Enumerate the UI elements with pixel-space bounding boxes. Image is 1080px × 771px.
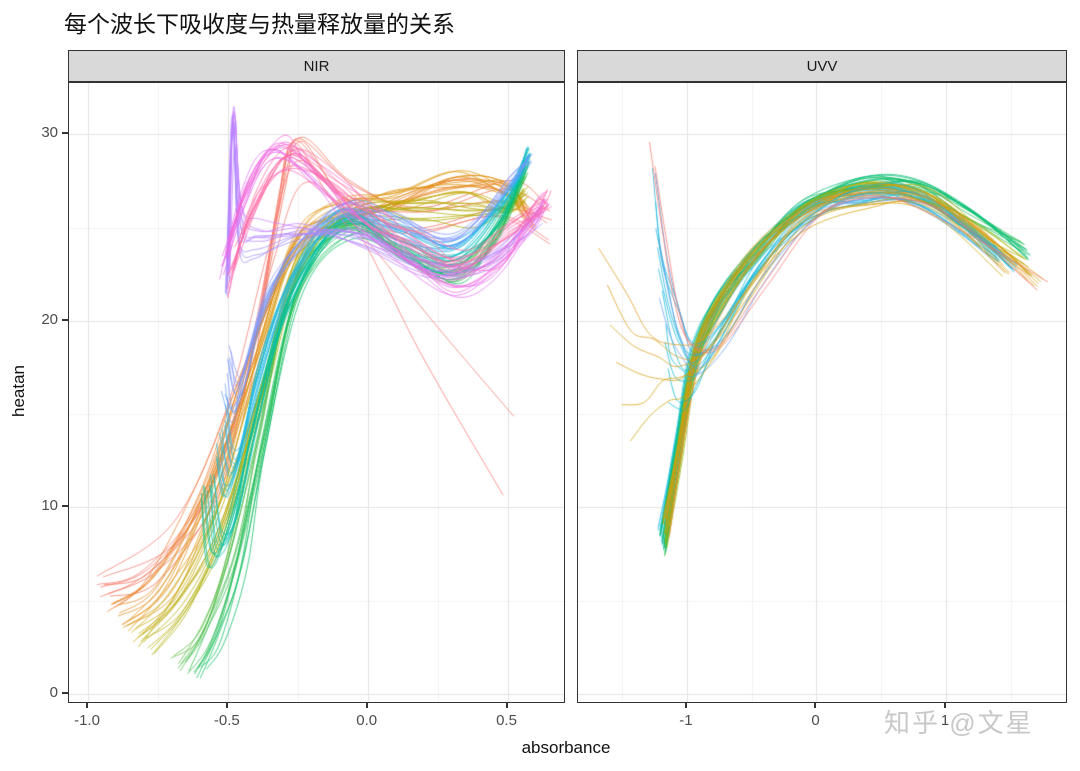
y-tick-mark [62, 318, 68, 321]
y-tick-label: 20 [41, 310, 58, 328]
x-tick-label: 0.0 [356, 712, 378, 729]
x-tick-label: 0.5 [496, 712, 517, 729]
y-tick-mark [62, 691, 68, 694]
x-tick-mark [684, 702, 687, 708]
facet-panel-uvv [577, 82, 1067, 703]
uvv-curves-canvas [578, 83, 1066, 702]
y-tick-mark [62, 132, 68, 135]
facet-strip-nir: NIR [68, 50, 565, 82]
x-tick-label: -1 [679, 712, 693, 729]
x-tick-mark [814, 702, 817, 708]
y-tick-mark [62, 505, 68, 508]
x-tick-mark [505, 702, 508, 708]
watermark-text: 知乎 @文星 [884, 708, 1034, 738]
x-tick-mark [365, 702, 368, 708]
x-tick-mark [944, 702, 947, 708]
x-tick-label: 0 [811, 712, 820, 729]
facet-strip-uvv: UVV [577, 50, 1067, 82]
y-axis-title: heatan [9, 365, 28, 417]
plot-title: 每个波长下吸收度与热量释放量的关系 [64, 12, 455, 37]
facet-strip-uvv-label: UVV [806, 57, 838, 75]
facet-strip-nir-label: NIR [303, 57, 330, 75]
x-tick-label: -1.0 [74, 712, 100, 729]
nir-curves-canvas [69, 83, 564, 702]
y-tick-label: 0 [49, 683, 58, 701]
facet-panel-nir [68, 82, 565, 703]
x-tick-label: -0.5 [213, 712, 240, 729]
x-tick-label: 1 [940, 712, 950, 729]
x-tick-mark [225, 702, 228, 708]
y-tick-label: 10 [41, 497, 58, 515]
y-tick-label: 30 [41, 124, 58, 142]
x-tick-mark [86, 702, 89, 708]
x-axis-title: absorbance [521, 738, 611, 757]
